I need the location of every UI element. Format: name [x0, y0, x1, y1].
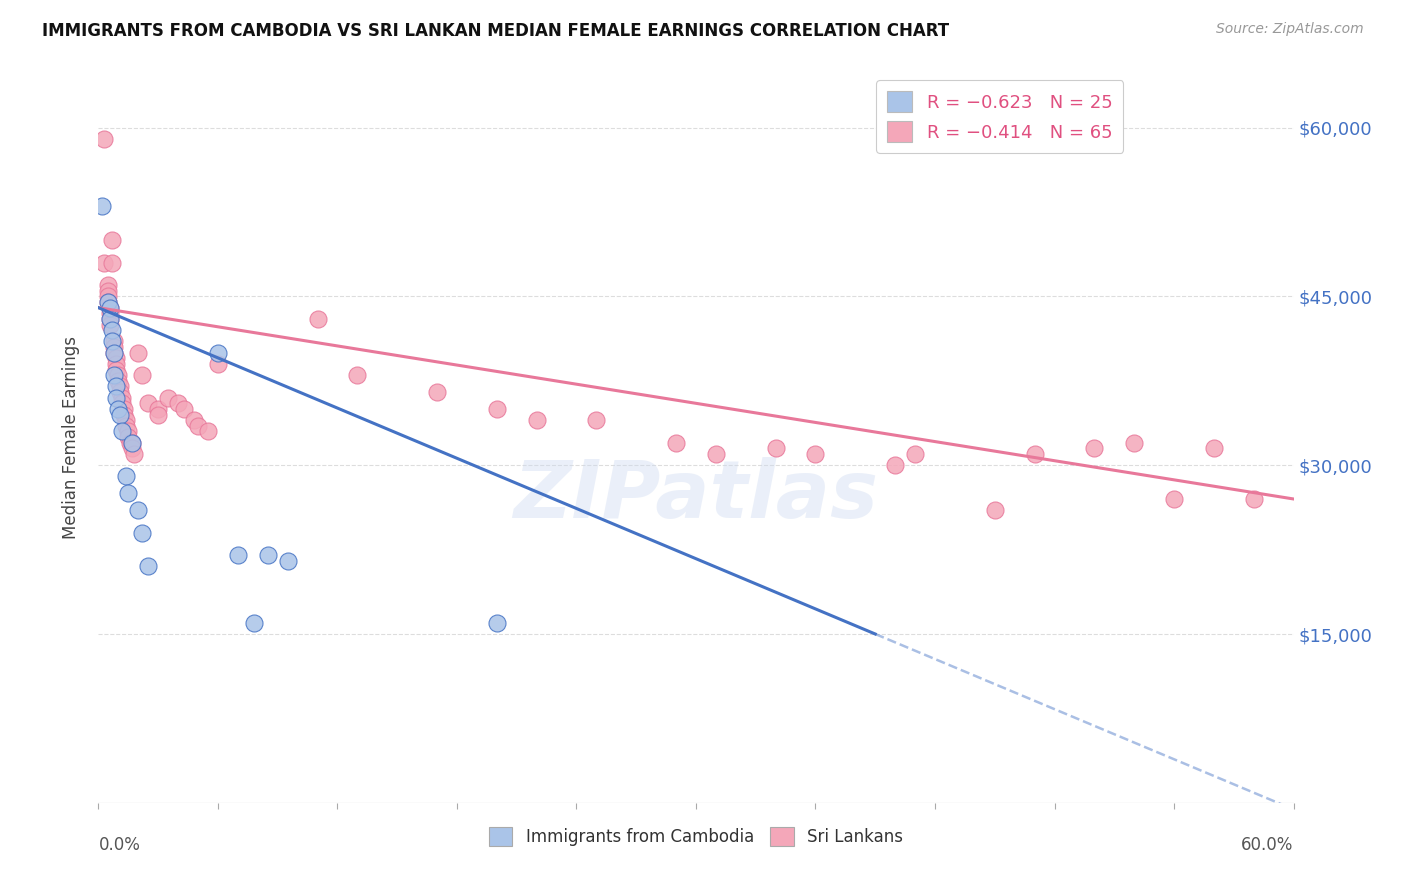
Point [110, 379, 132, 393]
Point [120, 435, 142, 450]
Point [97, 295, 120, 310]
Point [101, 323, 124, 337]
Point [121, 435, 143, 450]
Point [117, 430, 139, 444]
Point [111, 396, 134, 410]
Point [110, 385, 132, 400]
Point [97, 278, 120, 293]
Point [105, 351, 128, 366]
Point [105, 379, 128, 393]
Point [127, 345, 149, 359]
Legend: Immigrants from Cambodia, Sri Lankans: Immigrants from Cambodia, Sri Lankans [482, 821, 910, 853]
Point [101, 233, 124, 247]
Point [136, 559, 159, 574]
Point [884, 458, 907, 473]
Point [93, 132, 115, 146]
Point [207, 357, 229, 371]
Point [115, 413, 138, 427]
Text: ZIPatlas: ZIPatlas [513, 457, 879, 534]
Point [103, 345, 125, 359]
Point [115, 469, 138, 483]
Point [131, 368, 153, 383]
Point [183, 413, 205, 427]
Point [157, 391, 180, 405]
Point [112, 401, 135, 416]
Point [111, 425, 134, 439]
Point [1243, 491, 1265, 506]
Point [98, 312, 122, 326]
Point [98, 301, 122, 315]
Point [97, 289, 120, 303]
Point [101, 334, 124, 349]
Point [1024, 447, 1046, 461]
Point [121, 435, 143, 450]
Y-axis label: Median Female Earnings: Median Female Earnings [62, 335, 80, 539]
Point [98, 301, 122, 315]
Point [256, 548, 278, 562]
Point [124, 447, 146, 461]
Point [485, 615, 508, 630]
Point [207, 345, 229, 359]
Point [131, 525, 153, 540]
Point [173, 401, 195, 416]
Point [526, 413, 548, 427]
Point [984, 503, 1007, 517]
Point [346, 368, 368, 383]
Point [665, 435, 688, 450]
Point [136, 396, 159, 410]
Point [97, 295, 120, 310]
Text: 0.0%: 0.0% [98, 836, 141, 854]
Point [98, 318, 122, 332]
Text: 60.0%: 60.0% [1241, 836, 1294, 854]
Point [1123, 435, 1146, 450]
Point [103, 340, 125, 354]
Text: IMMIGRANTS FROM CAMBODIA VS SRI LANKAN MEDIAN FEMALE EARNINGS CORRELATION CHART: IMMIGRANTS FROM CAMBODIA VS SRI LANKAN M… [42, 22, 949, 40]
Point [103, 345, 125, 359]
Point [226, 548, 249, 562]
Point [167, 396, 190, 410]
Point [105, 357, 128, 371]
Point [101, 255, 124, 269]
Point [98, 306, 122, 320]
Point [105, 391, 128, 405]
Point [148, 401, 170, 416]
Point [93, 255, 115, 269]
Point [121, 442, 143, 456]
Point [117, 425, 139, 439]
Point [107, 374, 129, 388]
Point [904, 447, 927, 461]
Point [426, 385, 449, 400]
Point [307, 312, 329, 326]
Point [97, 284, 120, 298]
Text: Source: ZipAtlas.com: Source: ZipAtlas.com [1216, 22, 1364, 37]
Point [197, 425, 219, 439]
Point [485, 401, 508, 416]
Point [804, 447, 827, 461]
Point [117, 486, 139, 500]
Point [765, 442, 787, 456]
Point [111, 391, 134, 405]
Point [187, 418, 209, 433]
Point [1202, 442, 1225, 456]
Point [107, 368, 129, 383]
Point [103, 334, 125, 349]
Point [98, 312, 122, 326]
Point [1163, 491, 1185, 506]
Point [91, 199, 114, 213]
Point [148, 408, 170, 422]
Point [110, 408, 132, 422]
Point [1083, 442, 1105, 456]
Point [115, 418, 138, 433]
Point [112, 408, 135, 422]
Point [127, 503, 149, 517]
Point [103, 368, 125, 383]
Point [243, 615, 266, 630]
Point [105, 362, 128, 376]
Point [107, 401, 129, 416]
Point [585, 413, 607, 427]
Point [704, 447, 727, 461]
Point [277, 554, 299, 568]
